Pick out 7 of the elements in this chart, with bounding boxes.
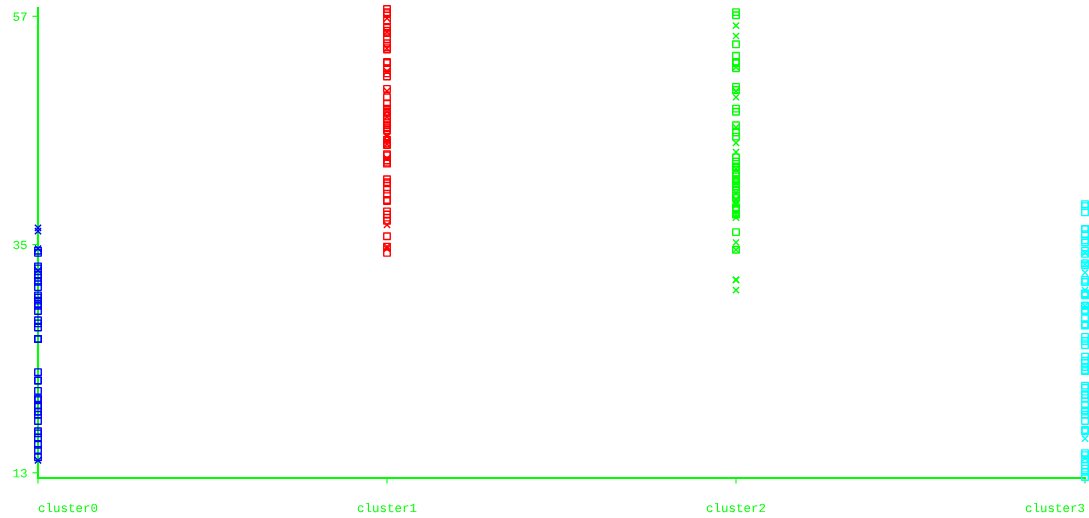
- x-tick-label: cluster2: [706, 503, 766, 513]
- y-tick-label: 35: [13, 240, 27, 250]
- y-tick-label: 57: [13, 12, 27, 21]
- x-tick-label: cluster3: [1025, 503, 1085, 513]
- x-tick-label: cluster0: [38, 503, 98, 513]
- x-tick-label: cluster1: [357, 503, 417, 513]
- y-tick-label: 13: [13, 468, 27, 478]
